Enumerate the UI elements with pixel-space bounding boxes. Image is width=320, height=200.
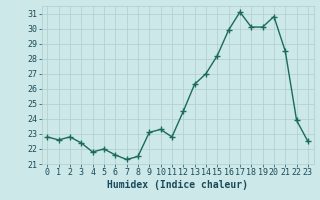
X-axis label: Humidex (Indice chaleur): Humidex (Indice chaleur) [107, 180, 248, 190]
